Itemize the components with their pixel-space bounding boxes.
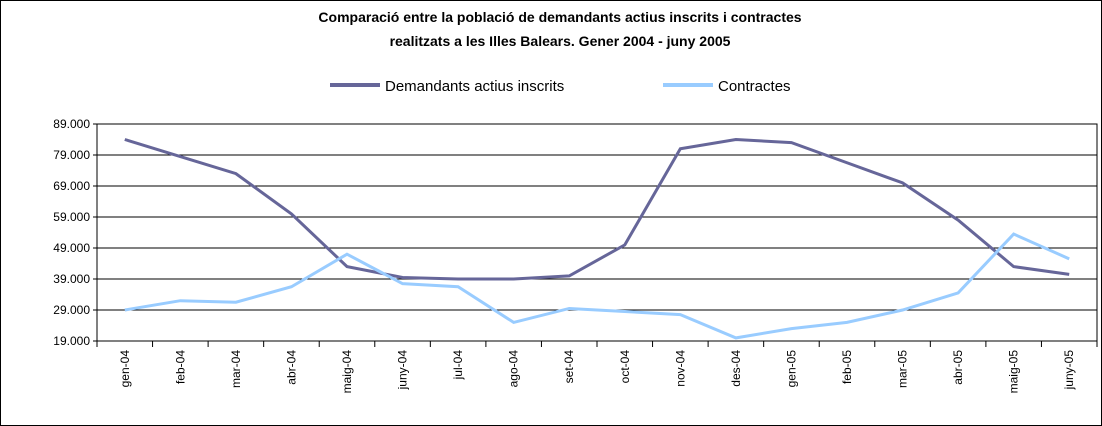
x-tick-label: juny-05: [1062, 350, 1076, 391]
x-tick-label: maig-04: [340, 350, 354, 394]
y-tick-label: 49.000: [53, 241, 90, 255]
x-tick-label: oct-04: [618, 350, 632, 384]
x-tick-label: ago-04: [507, 350, 521, 388]
x-tick-label: jul-04: [451, 350, 465, 381]
y-tick-label: 29.000: [53, 303, 90, 317]
y-tick-label: 19.000: [53, 334, 90, 348]
x-tick-label: maig-05: [1007, 350, 1021, 394]
x-tick-label: des-04: [729, 350, 743, 387]
x-tick-label: set-04: [562, 350, 576, 384]
x-tick-label: juny-04: [396, 350, 410, 391]
y-tick-label: 89.000: [53, 117, 90, 131]
x-tick-label: feb-05: [840, 350, 854, 384]
x-tick-label: gen-04: [118, 350, 132, 388]
x-tick-label: mar-04: [229, 350, 243, 388]
x-tick-label: nov-04: [673, 350, 687, 387]
y-tick-label: 69.000: [53, 179, 90, 193]
y-tick-label: 79.000: [53, 148, 90, 162]
legend-label: Demandants actius inscrits: [385, 78, 564, 95]
x-tick-label: mar-05: [896, 350, 910, 388]
y-tick-label: 39.000: [53, 272, 90, 286]
x-tick-label: gen-05: [784, 350, 798, 388]
series-line: [124, 232, 1070, 340]
chart-title: realitzats a les Illes Balears. Gener 20…: [390, 33, 731, 49]
x-tick-label: abr-04: [284, 350, 298, 385]
x-tick-label: abr-05: [951, 350, 965, 385]
series-line: [124, 137, 1070, 281]
chart-title: Comparació entre la població de demandan…: [318, 9, 801, 25]
y-tick-label: 59.000: [53, 210, 90, 224]
x-tick-label: feb-04: [173, 350, 187, 384]
legend-label: Contractes: [718, 78, 791, 95]
